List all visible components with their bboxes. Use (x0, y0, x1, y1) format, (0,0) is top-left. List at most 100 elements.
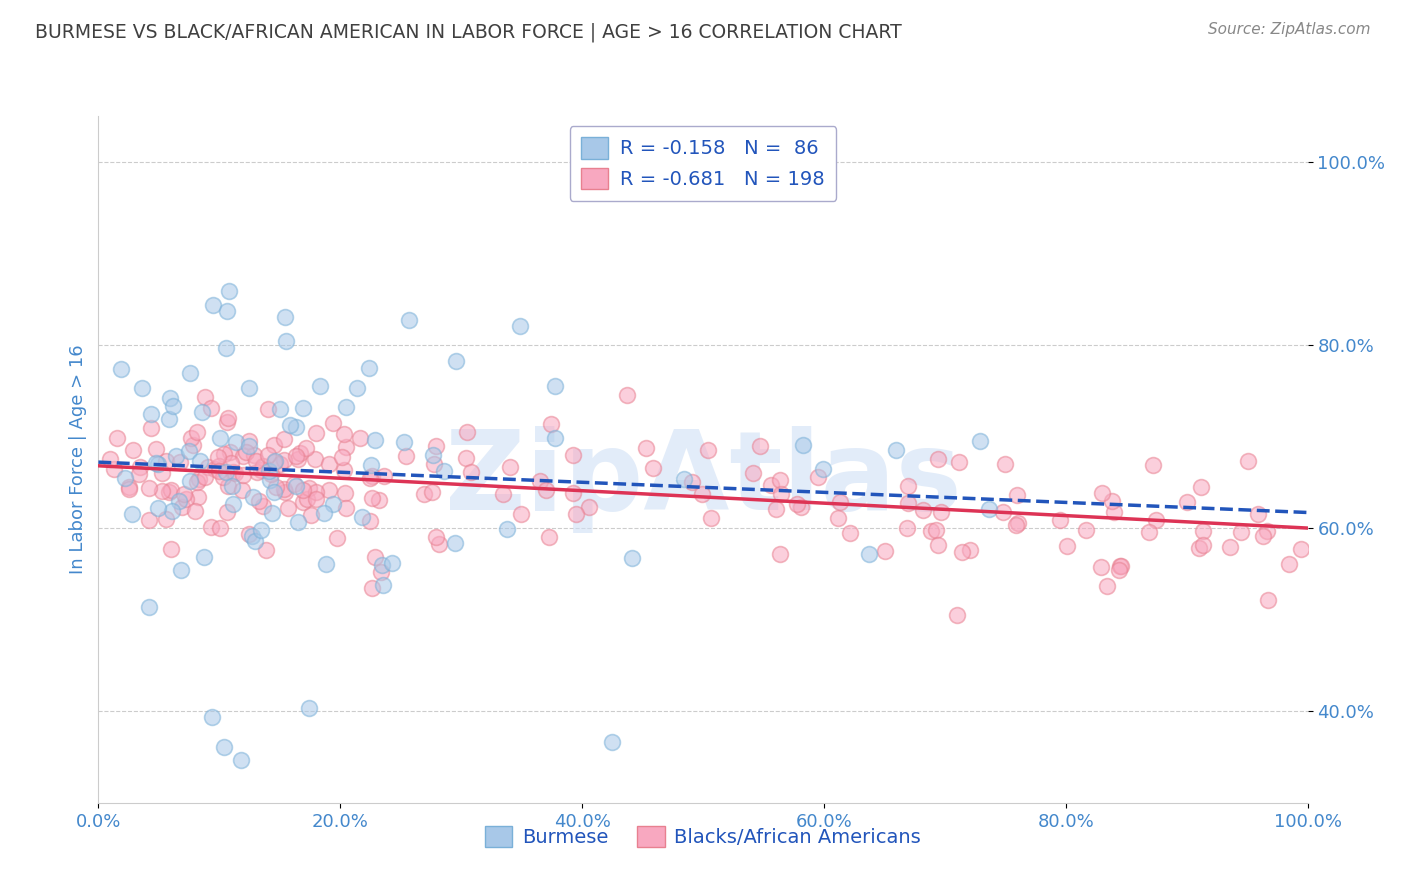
Point (263, 485, 285, 500)
Point (243, 533, 266, 548)
Point (373, 469, 395, 483)
Point (839, 525, 862, 540)
Point (162, 399, 184, 413)
Point (761, 477, 783, 491)
Legend: Burmese, Blacks/African Americans: Burmese, Blacks/African Americans (477, 818, 929, 855)
Point (991, 505, 1014, 519)
Point (333, 486, 356, 500)
Point (681, 475, 703, 489)
Point (1102, 505, 1125, 519)
Point (811, 461, 834, 475)
Point (349, 431, 371, 445)
Point (274, 334, 297, 348)
Point (273, 453, 295, 467)
Point (304, 452, 326, 467)
Point (160, 483, 183, 497)
Point (1278, 558, 1301, 572)
Point (194, 470, 217, 484)
Point (305, 485, 328, 500)
Point (460, 465, 482, 479)
Point (235, 445, 257, 459)
Point (897, 496, 920, 510)
Point (959, 543, 981, 558)
Point (218, 444, 240, 458)
Point (1056, 539, 1078, 553)
Point (1191, 480, 1213, 494)
Point (830, 494, 852, 508)
Point (298, 701, 321, 715)
Point (252, 459, 274, 474)
Point (252, 499, 274, 513)
Point (273, 485, 295, 500)
Point (948, 455, 970, 469)
Point (225, 434, 247, 449)
Point (827, 510, 849, 524)
Point (287, 516, 309, 530)
Point (214, 465, 236, 479)
Point (1191, 538, 1213, 552)
Point (238, 527, 260, 541)
Point (697, 442, 720, 457)
Point (176, 491, 198, 506)
Point (529, 474, 551, 488)
Point (927, 451, 949, 466)
Point (534, 483, 557, 497)
Point (201, 710, 224, 724)
Point (395, 449, 418, 463)
Point (264, 480, 287, 494)
Point (285, 450, 308, 464)
Point (373, 578, 395, 592)
Point (146, 500, 169, 515)
Point (927, 538, 949, 552)
Point (636, 441, 658, 455)
Point (292, 483, 315, 497)
Point (299, 508, 322, 522)
Y-axis label: In Labor Force | Age > 16: In Labor Force | Age > 16 (69, 344, 87, 574)
Point (1144, 513, 1167, 527)
Point (792, 438, 814, 452)
Point (214, 739, 236, 754)
Point (273, 432, 295, 446)
Point (769, 486, 792, 500)
Point (242, 529, 264, 543)
Point (179, 366, 201, 380)
Point (118, 482, 141, 496)
Point (218, 284, 240, 298)
Point (884, 442, 907, 457)
Point (222, 497, 245, 511)
Point (180, 431, 202, 445)
Point (212, 447, 235, 461)
Point (273, 310, 295, 325)
Point (1256, 524, 1278, 539)
Point (197, 459, 219, 474)
Point (330, 450, 353, 464)
Point (359, 471, 381, 485)
Point (191, 405, 214, 419)
Point (187, 490, 209, 504)
Point (946, 608, 969, 623)
Point (413, 487, 436, 501)
Point (672, 472, 695, 486)
Point (145, 456, 167, 470)
Point (318, 483, 340, 497)
Point (444, 535, 467, 549)
Point (1074, 523, 1097, 537)
Point (288, 446, 311, 460)
Point (920, 524, 942, 539)
Point (141, 408, 163, 422)
Point (540, 417, 562, 432)
Point (1251, 529, 1274, 543)
Point (170, 500, 193, 514)
Point (215, 416, 238, 430)
Point (896, 521, 918, 535)
Point (925, 523, 948, 537)
Point (131, 381, 153, 395)
Point (394, 435, 416, 450)
Point (291, 495, 314, 509)
Point (994, 458, 1017, 472)
Point (509, 319, 531, 334)
Point (283, 477, 305, 491)
Point (769, 473, 792, 487)
Point (98, 451, 121, 466)
Point (561, 485, 583, 500)
